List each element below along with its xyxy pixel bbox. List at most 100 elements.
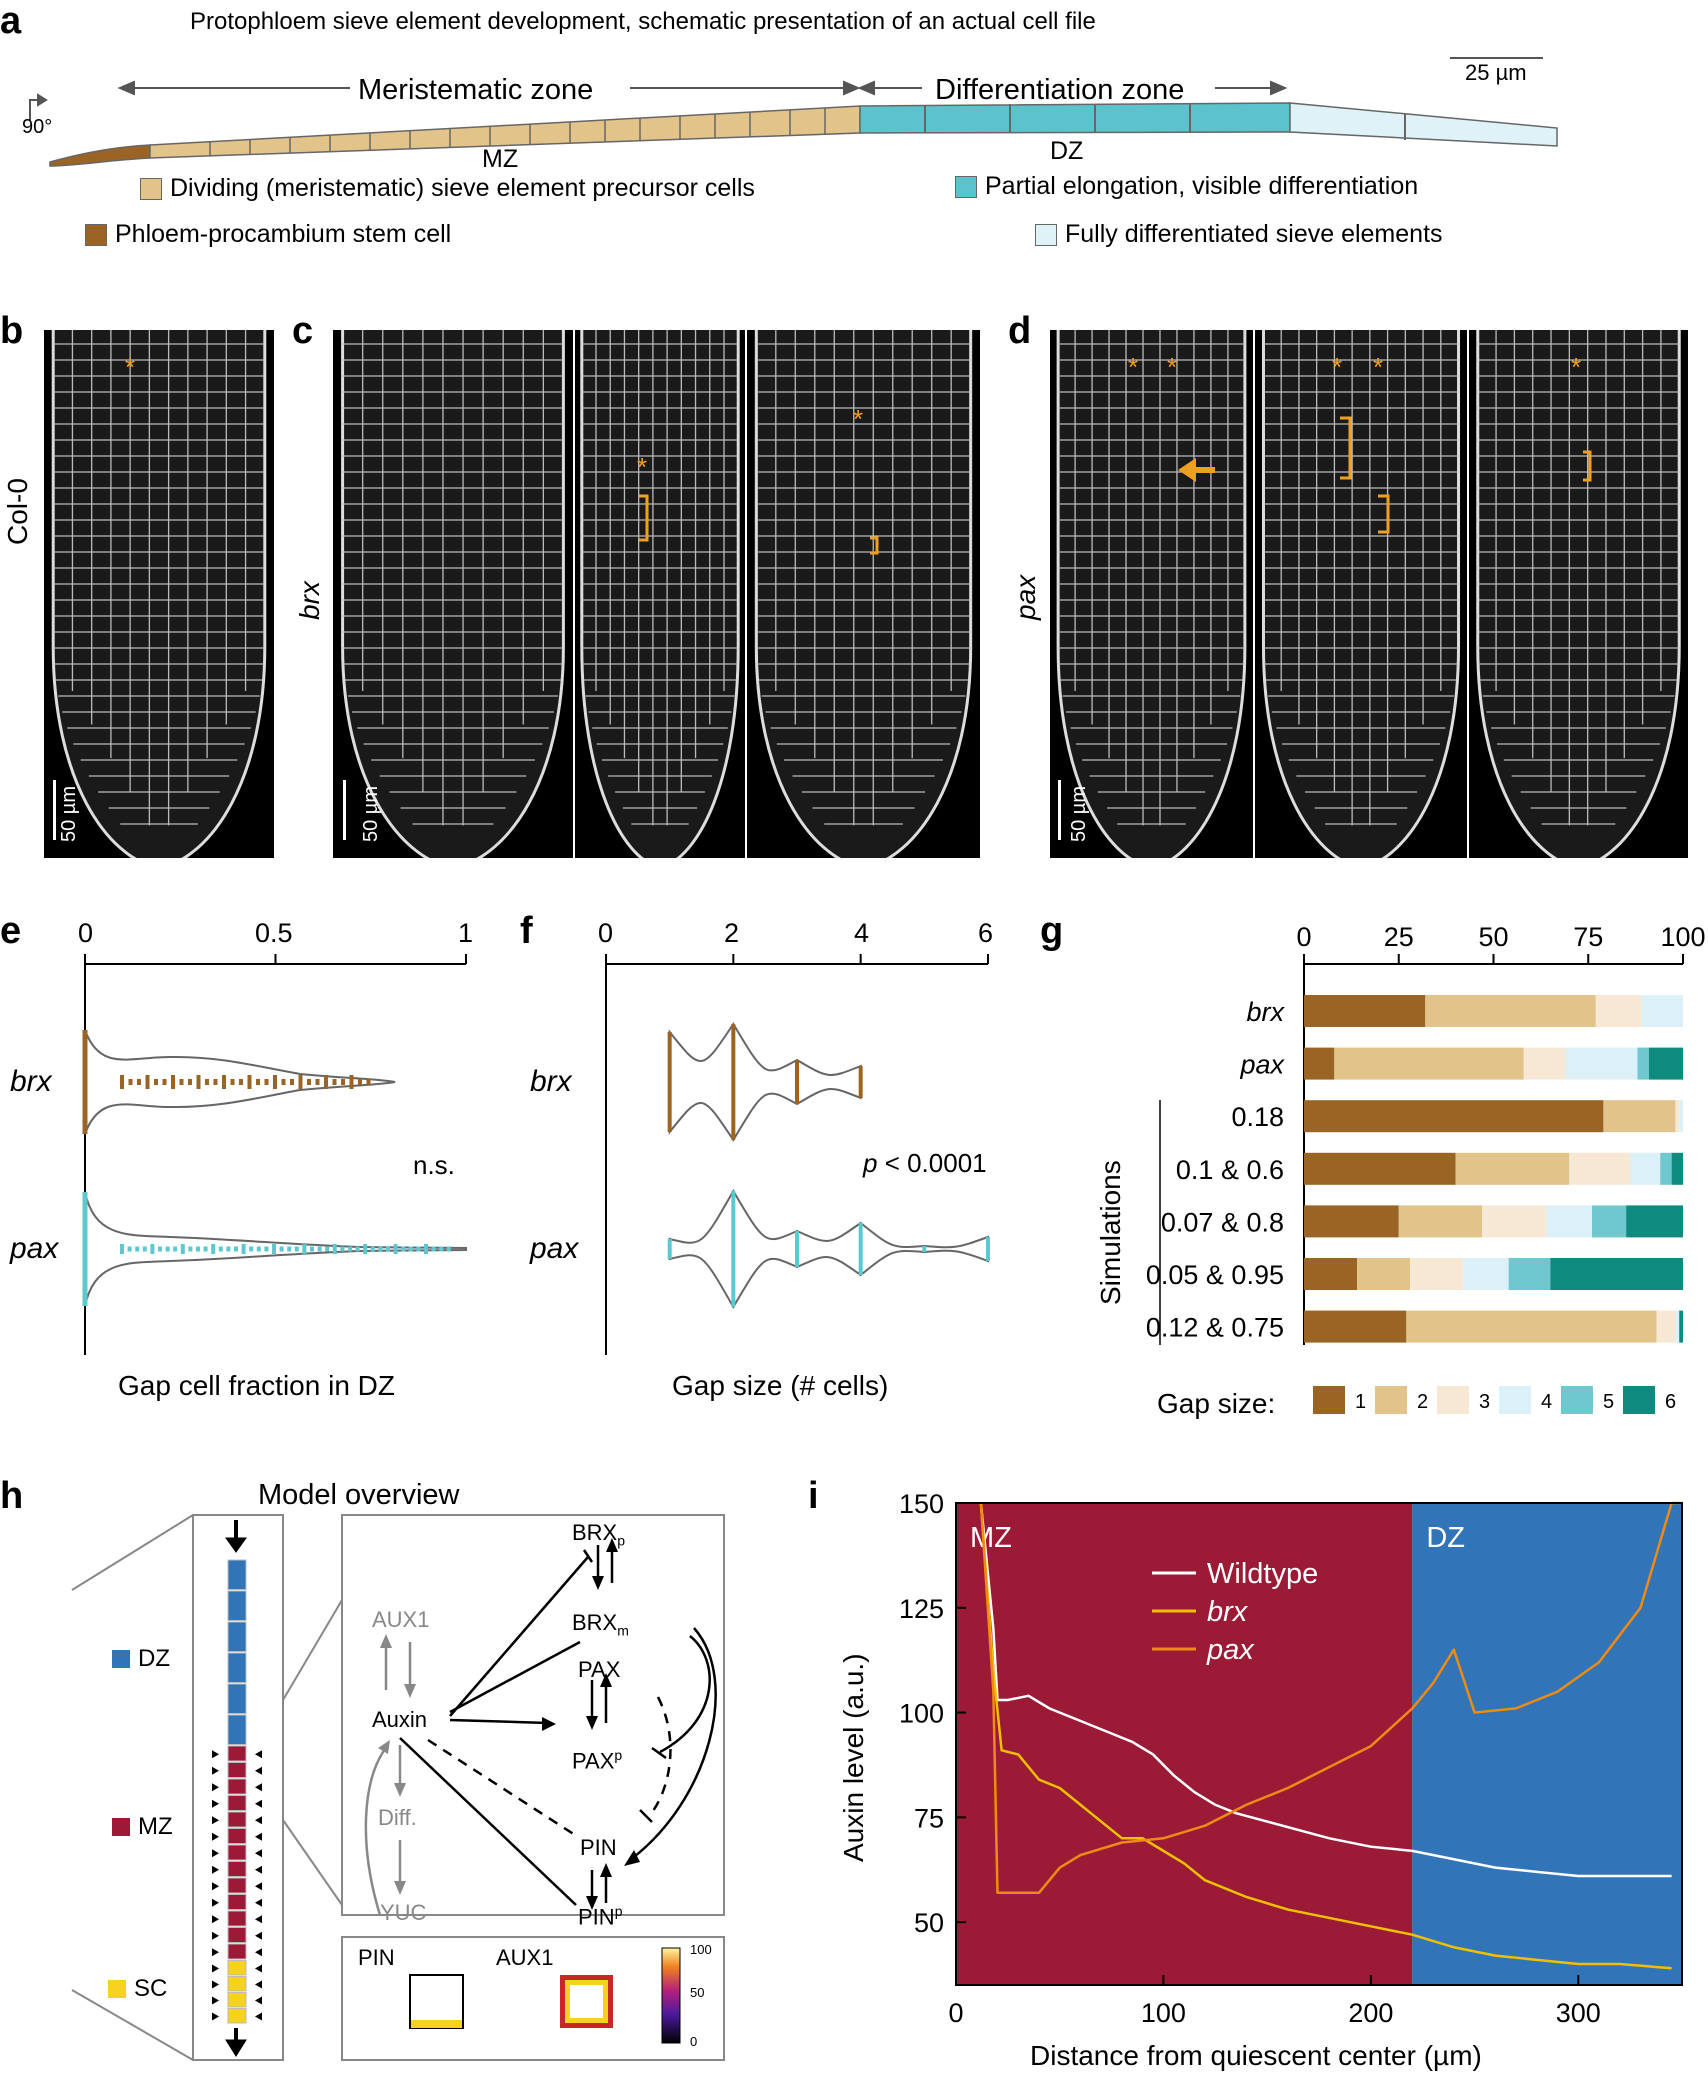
- cell-walls: [342, 330, 564, 826]
- brx-data-point: [307, 1079, 311, 1085]
- g-bar-segment: [1398, 1205, 1483, 1238]
- pax-data-point: [173, 1246, 178, 1252]
- flux-arrow-right: [255, 1980, 262, 1989]
- node-brx-m: BRXm: [572, 1610, 629, 1639]
- model-overview-title: Model overview: [258, 1479, 460, 1511]
- flux-arrow-left: [212, 1882, 219, 1891]
- f-tick-0: 0: [598, 918, 614, 948]
- scale-bar-d: [1058, 780, 1061, 840]
- pax-data-point: [401, 1246, 406, 1252]
- micrograph-pax-2: [1255, 330, 1467, 858]
- i-legend-label: pax: [1206, 1634, 1255, 1666]
- g-bar-segment: [1592, 1205, 1627, 1238]
- brx-data-point: [128, 1079, 133, 1085]
- panel-label-g: g: [1040, 910, 1064, 952]
- g-bar-segment: [1675, 1310, 1680, 1343]
- model-cell: [227, 1844, 247, 1861]
- root-outline: [51, 330, 267, 858]
- g-bar-segment: [1546, 1205, 1593, 1238]
- pax-violin: [84, 1191, 467, 1307]
- f-tick-4: 4: [854, 918, 870, 948]
- g-bar-segment: [1641, 995, 1683, 1027]
- brx-violin: [84, 1029, 396, 1135]
- mz-label: MZ: [482, 145, 519, 173]
- legend-swatch-mz: [112, 1818, 130, 1836]
- h-label-dz: DZ: [138, 1645, 170, 1672]
- model-cell: [227, 1621, 247, 1652]
- g-bar-segment: [1357, 1258, 1411, 1290]
- g-legend-label: 4: [1541, 1391, 1552, 1413]
- root-tissue-graphic: [754, 330, 973, 858]
- f-annotation-pvalue: p < 0.0001: [863, 1148, 987, 1178]
- pax-data-point: [150, 1244, 155, 1254]
- inset-pin-label: PIN: [358, 1945, 395, 1970]
- cell-walls: [581, 330, 739, 826]
- g-bar-segment: [1304, 1205, 1399, 1238]
- pax-data-point: [165, 1246, 170, 1252]
- pax-data-point: [158, 1246, 162, 1252]
- g-legend-swatch: [1561, 1386, 1593, 1414]
- panel-label-d: d: [1008, 310, 1032, 352]
- legend-label-stem-cell: Phloem-procambium stem cell: [115, 220, 452, 248]
- meristematic-zone-label: Meristematic zone: [358, 74, 594, 106]
- flux-arrow-left: [212, 1931, 219, 1940]
- g-bar-segment: [1637, 1047, 1649, 1080]
- g-bar-segment: [1675, 1100, 1680, 1133]
- g-bar-segment: [1304, 1152, 1456, 1185]
- rotation-label: 90°: [22, 116, 53, 138]
- g-legend-label: 3: [1479, 1391, 1490, 1413]
- g-bar-segment: [1410, 1258, 1464, 1290]
- model-cell: [227, 1877, 247, 1894]
- f-category-pax: pax: [530, 1232, 579, 1265]
- pax-data-point: [135, 1246, 140, 1252]
- flux-arrow-left: [212, 1996, 219, 2005]
- i-xlabel: Distance from quiescent center (µm): [1030, 2040, 1482, 2071]
- g-bar-segment: [1648, 1047, 1683, 1080]
- panel-label-h: h: [0, 1475, 24, 1517]
- pax-data-point: [211, 1244, 216, 1254]
- g-legend-title: Gap size:: [1157, 1388, 1276, 1419]
- colorbar-tick-100: 100: [690, 1942, 712, 1957]
- e-xlabel: Gap cell fraction in DZ: [118, 1370, 395, 1401]
- flux-arrow-right: [255, 2012, 262, 2021]
- brx-data-point: [137, 1079, 141, 1085]
- h-label-mz: MZ: [138, 1813, 173, 1840]
- g-bar-segment: [1679, 1310, 1683, 1343]
- model-cell: [227, 1828, 247, 1844]
- brx-data-point: [171, 1075, 175, 1089]
- micrograph-brx-2: [575, 330, 745, 858]
- flux-arrow-right: [255, 1865, 262, 1874]
- pax-data-point: [340, 1246, 345, 1252]
- node-diff: Diff.: [378, 1805, 417, 1830]
- g-bar-segment: [1569, 1152, 1630, 1185]
- root-outline: [754, 330, 973, 858]
- brx-data-point: [230, 1079, 235, 1085]
- g-bar-segment: [1595, 995, 1642, 1027]
- brx-data-point: [341, 1079, 345, 1085]
- root-tissue-graphic: [580, 330, 740, 858]
- legend-swatch-dz: [112, 1650, 130, 1668]
- g-bar-segment: [1656, 1310, 1676, 1343]
- g-bar-segment: [1679, 1100, 1683, 1133]
- pax-data-point: [355, 1246, 360, 1252]
- root-tissue-graphic: [51, 330, 267, 858]
- brx-data-point: [196, 1075, 201, 1089]
- brx-data-point: [188, 1079, 192, 1085]
- i-y-tick-label: 75: [914, 1803, 944, 1833]
- model-cell: [227, 2008, 247, 2024]
- pax-data-point: [348, 1246, 352, 1252]
- brx-data-point: [366, 1079, 371, 1085]
- brx-data-point: [358, 1079, 362, 1085]
- g-bar-segment: [1334, 1047, 1524, 1080]
- brx-data-point: [213, 1079, 218, 1085]
- root-outline: [1476, 330, 1681, 858]
- pax-data-point: [188, 1246, 193, 1252]
- pin-polar-localization: [411, 2020, 462, 2028]
- cell-walls: [53, 330, 265, 826]
- pax-data-point: [264, 1246, 269, 1252]
- pax-data-point: [196, 1246, 200, 1252]
- network-frame: [341, 1514, 725, 1916]
- g-bar-segment: [1304, 1100, 1604, 1133]
- legend-label-dividing: Dividing (meristematic) sieve element pr…: [170, 174, 755, 202]
